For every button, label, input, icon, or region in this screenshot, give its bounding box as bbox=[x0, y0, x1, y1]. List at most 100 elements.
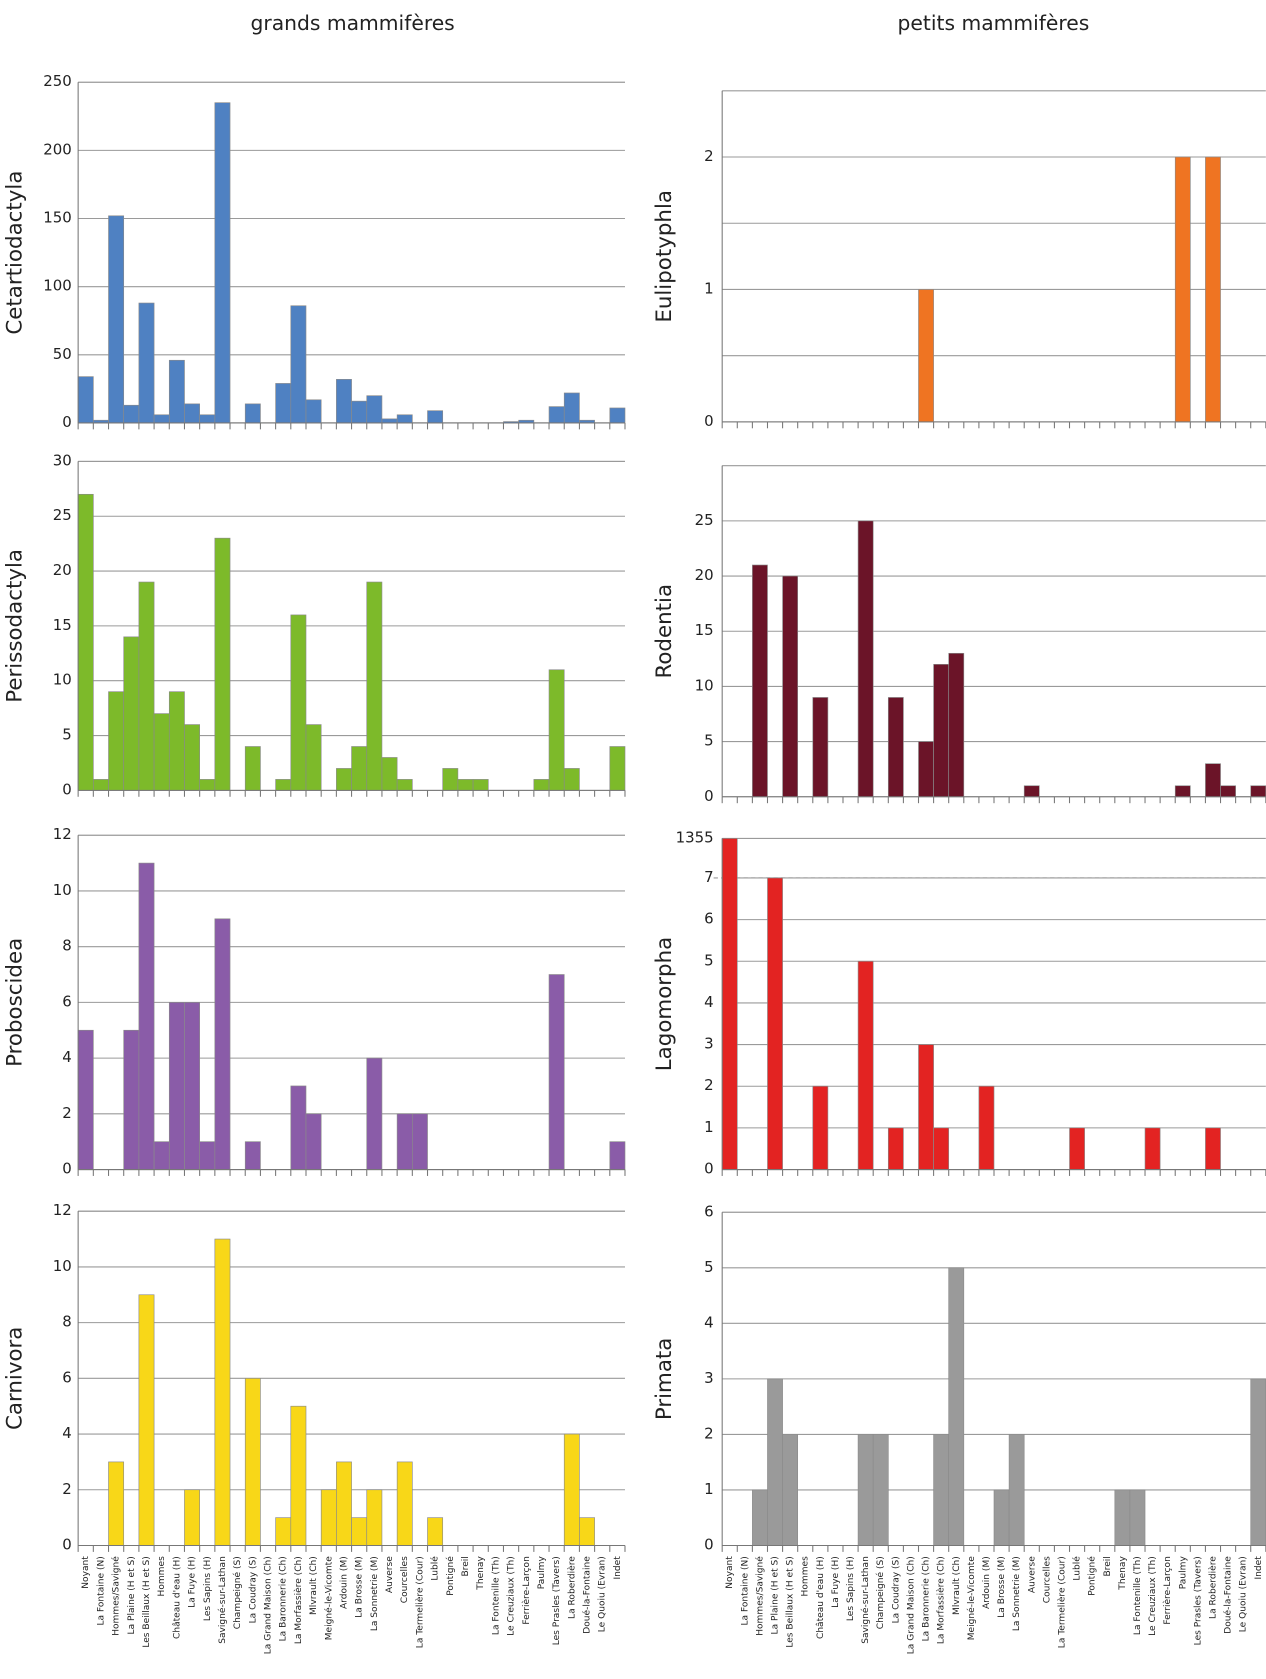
x-tick-label: Champeigné (S) bbox=[232, 1556, 243, 1629]
bar bbox=[77, 493, 94, 791]
bar bbox=[427, 1517, 444, 1546]
y-tick-label: 7 bbox=[704, 868, 714, 886]
bar bbox=[918, 1044, 934, 1170]
bar bbox=[290, 1085, 307, 1170]
y-tick-label: 5 bbox=[704, 732, 714, 750]
bar bbox=[275, 779, 292, 791]
bar bbox=[290, 305, 307, 424]
x-tick-label: La Sonnetrie (M) bbox=[370, 1556, 380, 1631]
bar bbox=[153, 414, 170, 424]
bar bbox=[336, 379, 352, 424]
x-tick-label: La Coudray (S) bbox=[891, 1556, 901, 1623]
y-tick-label: 100 bbox=[43, 277, 72, 295]
bar bbox=[366, 1057, 383, 1170]
y-tick-label: 0 bbox=[62, 1160, 72, 1178]
bar bbox=[918, 289, 934, 423]
bar bbox=[366, 1489, 383, 1546]
bar bbox=[548, 669, 565, 791]
bar bbox=[918, 741, 934, 798]
x-tick-label: Noyant bbox=[81, 1556, 91, 1589]
x-tick-label: Doué-la-Fontaine bbox=[582, 1556, 593, 1634]
bar bbox=[933, 1127, 950, 1170]
bar bbox=[1114, 1489, 1131, 1546]
bar bbox=[948, 1267, 965, 1546]
bar bbox=[993, 1489, 1010, 1546]
x-tick-label: Savigné-sur-Lathan bbox=[860, 1556, 871, 1644]
x-tick-label: Courcelles bbox=[400, 1556, 410, 1603]
x-tick-label: Château d'eau (H) bbox=[816, 1556, 826, 1639]
bar bbox=[275, 383, 292, 424]
bar bbox=[199, 414, 216, 424]
x-tick-label: Savigné-sur-Lathan bbox=[217, 1556, 228, 1644]
bar bbox=[77, 1029, 94, 1170]
column-title: grands mammifères bbox=[250, 11, 454, 35]
bar bbox=[305, 1113, 322, 1170]
y-tick-label: 6 bbox=[704, 1202, 714, 1220]
x-tick-label: La Baronnerie (Ch) bbox=[922, 1556, 932, 1641]
bar bbox=[412, 1113, 428, 1170]
bar bbox=[933, 664, 950, 798]
bar bbox=[168, 1002, 185, 1170]
x-tick-label: Pontigné bbox=[445, 1556, 456, 1596]
x-tick-label: La Baronnerie (Ch) bbox=[279, 1556, 289, 1641]
y-tick-label: 250 bbox=[43, 72, 72, 90]
x-tick-label: Hommes bbox=[801, 1556, 811, 1597]
y-axis-label: Primata bbox=[652, 1338, 677, 1421]
x-tick-label: La Fontaine (N) bbox=[740, 1556, 750, 1625]
bar bbox=[199, 1141, 216, 1170]
x-tick-label: La Roberdière bbox=[1207, 1556, 1218, 1619]
x-tick-label: Le Quoiu (Evran) bbox=[598, 1556, 608, 1632]
y-tick-label: 5 bbox=[704, 951, 714, 969]
bar bbox=[320, 1489, 337, 1546]
bar bbox=[1174, 785, 1191, 798]
y-tick-label: 15 bbox=[695, 621, 714, 639]
bar bbox=[1023, 785, 1040, 798]
x-tick-label: Les Beillaux (H et S) bbox=[786, 1556, 796, 1647]
y-tick-label: 0 bbox=[704, 787, 714, 805]
x-tick-label: La Plaine (H et S) bbox=[771, 1556, 781, 1634]
bar bbox=[275, 1517, 292, 1546]
y-axis-label: Eulipotyphla bbox=[652, 190, 677, 323]
x-tick-label: Château d'eau (H) bbox=[172, 1556, 182, 1639]
bar bbox=[168, 359, 185, 424]
x-tick-label: Hommes/Savigné bbox=[754, 1556, 765, 1636]
bar bbox=[336, 768, 352, 791]
bar bbox=[782, 1434, 799, 1546]
y-tick-label: 8 bbox=[62, 1313, 72, 1331]
y-tick-label: 0 bbox=[62, 1535, 72, 1553]
bar bbox=[351, 1517, 368, 1546]
bar bbox=[767, 1378, 783, 1546]
x-tick-label: La Termelière (Cour) bbox=[1056, 1556, 1067, 1648]
y-tick-label: 2 bbox=[62, 1104, 72, 1122]
bar bbox=[548, 974, 565, 1170]
bar bbox=[366, 395, 383, 424]
x-tick-label: La Brosse (M) bbox=[997, 1556, 1007, 1618]
x-tick-label: La Grand Maison (Ch) bbox=[264, 1556, 274, 1654]
x-tick-label: Indet bbox=[1254, 1556, 1264, 1580]
bar bbox=[563, 392, 580, 424]
x-tick-label: Lublé bbox=[1072, 1556, 1083, 1581]
x-tick-label: La Sonnetrie (M) bbox=[1012, 1556, 1022, 1631]
x-tick-label: Le Creuziaux (Th) bbox=[1148, 1556, 1158, 1636]
bar bbox=[1250, 1378, 1266, 1546]
y-tick-label: 5 bbox=[62, 726, 72, 744]
x-tick-label: La Grand Maison (Ch) bbox=[906, 1556, 916, 1654]
x-tick-label: Auverse bbox=[385, 1556, 395, 1593]
y-axis-label: Lagomorpha bbox=[652, 937, 677, 1071]
y-tick-label: 1355 bbox=[676, 828, 714, 846]
bar bbox=[153, 1141, 170, 1170]
x-tick-label: Doué-la-Fontaine bbox=[1223, 1556, 1234, 1634]
y-tick-label: 0 bbox=[704, 1535, 714, 1553]
bar bbox=[1129, 1489, 1146, 1546]
bar bbox=[305, 399, 322, 424]
bar bbox=[1205, 1127, 1221, 1170]
y-tick-label: 12 bbox=[53, 825, 72, 843]
bar bbox=[214, 1238, 231, 1546]
x-tick-label: La Termelière (Cour) bbox=[414, 1556, 425, 1648]
y-tick-label: 15 bbox=[53, 616, 72, 634]
bar bbox=[153, 713, 170, 791]
bar bbox=[244, 746, 261, 791]
bar bbox=[609, 1141, 626, 1170]
y-tick-label: 25 bbox=[695, 511, 714, 529]
x-tick-label: Meigné-le-Vicomte bbox=[323, 1556, 334, 1641]
